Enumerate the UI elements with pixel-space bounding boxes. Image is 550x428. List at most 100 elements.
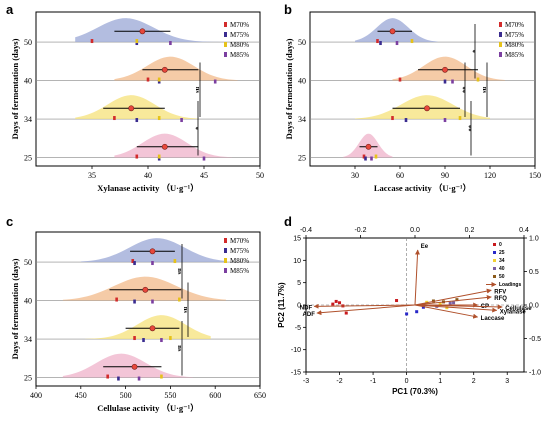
loading-label: ADF: [303, 312, 316, 318]
data-point-M80pct: [458, 116, 462, 121]
legend-label: M85%: [230, 267, 249, 275]
data-point-M75pct: [135, 118, 139, 123]
data-point-M70pct: [115, 297, 118, 302]
score-point-day-0: [331, 302, 335, 306]
top-x-tick-label: -0.4: [300, 227, 312, 234]
score-point-day-34: [445, 306, 449, 310]
loading-label: Xylanase: [500, 309, 527, 315]
data-point-M75pct: [133, 299, 136, 304]
data-point-M70pct: [362, 154, 366, 159]
data-point-M70pct: [131, 259, 135, 264]
loading-label: Ee: [421, 244, 429, 250]
y-axis-label: Days of fermentation (days): [10, 38, 20, 139]
legend-swatch: [493, 251, 496, 254]
x-axis-label: Cellulase activity （U·g⁻¹）: [97, 403, 198, 413]
legend-label: M75%: [230, 247, 249, 255]
data-point-M75pct: [133, 261, 136, 266]
y-tick-label: 15: [293, 236, 301, 243]
data-point-M80pct: [157, 116, 161, 121]
mean-point: [389, 28, 396, 35]
data-point-M75pct: [117, 376, 120, 381]
data-point-M80pct: [178, 297, 181, 302]
significance-label: ns: [182, 307, 189, 314]
score-point-day-0: [338, 301, 342, 305]
data-point-M70pct: [106, 374, 109, 379]
loading-arrow: [313, 303, 416, 309]
legend-swatch: [499, 42, 502, 47]
loading-arrow: [414, 294, 492, 306]
x-tick-label: 500: [120, 391, 132, 400]
y-tick-label: 10: [293, 258, 301, 265]
data-point-M80pct: [160, 374, 163, 379]
y-tick-label: 40: [24, 77, 32, 86]
legend-label: M75%: [230, 31, 249, 39]
x-tick-label: 60: [396, 171, 404, 180]
mean-point: [161, 66, 168, 73]
x-tick-label: 0: [405, 378, 409, 385]
data-point-M80pct: [173, 259, 177, 264]
y-tick-label: -5: [295, 325, 301, 332]
x-tick-label: -2: [336, 378, 342, 385]
density-cloud: [114, 133, 232, 158]
x-tick-label: 90: [441, 171, 449, 180]
legend-swatch: [224, 248, 227, 253]
x-tick-label: 30: [351, 171, 359, 180]
legend-label: M85%: [505, 51, 524, 59]
significance-label: ns: [481, 87, 488, 94]
y-tick-label: 34: [24, 115, 32, 124]
panel-b-laccase: 50 40 34 25 30 60 90 120 150 Laccase activity （U·…: [284, 11, 541, 193]
legend-swatch: [224, 238, 227, 243]
y-tick-label: 40: [24, 297, 32, 306]
data-point-M70pct: [90, 39, 94, 44]
score-point-day-25: [421, 305, 425, 309]
legend-label: M80%: [230, 257, 249, 265]
legend-label: M70%: [505, 21, 524, 29]
data-point-M75pct: [142, 338, 145, 343]
legend-label: Loadings: [499, 282, 521, 288]
score-point-day-0: [395, 299, 399, 303]
x-tick-label: 550: [164, 391, 176, 400]
density-cloud: [355, 18, 438, 43]
significance-label: *: [192, 127, 199, 130]
x-axis-label: PC1 (70.3%): [392, 387, 438, 396]
x-tick-label: 50: [256, 171, 264, 180]
data-point-M80pct: [157, 77, 161, 82]
data-point-M80pct: [374, 154, 378, 159]
score-point-day-0: [344, 311, 348, 315]
data-point-M85pct: [151, 299, 154, 304]
legend-swatch: [224, 268, 227, 273]
legend-swatch: [493, 267, 496, 270]
plot-frame: [309, 11, 536, 167]
plot-frame: [35, 231, 261, 387]
legend-label: M85%: [230, 51, 249, 59]
density-cloud: [85, 315, 211, 340]
loading-label: NDF: [300, 305, 313, 311]
right-y-tick-label: 0.0: [529, 303, 539, 310]
loading-arrow: [414, 288, 492, 306]
legend-swatch: [224, 52, 227, 57]
data-point-M80pct: [169, 336, 172, 341]
data-point-M70pct: [113, 116, 116, 121]
x-tick-label: 45: [200, 171, 208, 180]
mean-point: [424, 105, 430, 112]
data-point-M70pct: [146, 77, 150, 82]
top-x-tick-label: -0.2: [354, 227, 366, 234]
panel-a-letter: a: [6, 2, 14, 17]
data-point-M85pct: [451, 79, 454, 84]
data-point-M85pct: [160, 338, 163, 343]
y-tick-label: 40: [298, 77, 306, 86]
data-point-M80pct: [135, 39, 139, 44]
significance-label: *: [469, 50, 476, 53]
y-tick-label: 25: [24, 374, 32, 383]
legend-swatch: [499, 52, 502, 57]
panel-a-xylanase: 50 40 34 25 35 40 45 50 Xylanase activity （U·g⁻¹…: [10, 11, 264, 193]
y-tick-label: 25: [24, 154, 32, 163]
data-point-M70pct: [398, 77, 402, 82]
data-point-M85pct: [180, 118, 183, 123]
mean-point: [139, 28, 146, 35]
density-cloud: [355, 95, 490, 120]
panel-c-letter: c: [6, 214, 13, 229]
legend-swatch: [224, 22, 227, 27]
